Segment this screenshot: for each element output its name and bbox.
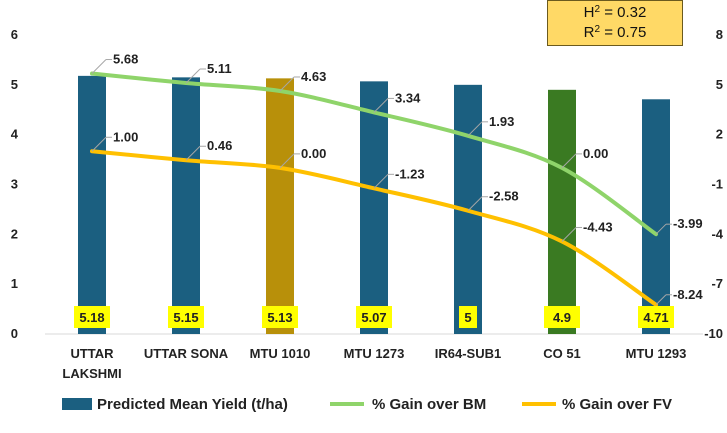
data-label-leader (655, 223, 667, 235)
fv-data-label: -8.24 (673, 287, 703, 302)
data-label-leader (279, 153, 295, 169)
data-label-leader (467, 196, 483, 212)
data-label-leader (561, 153, 577, 169)
y-left-tick-label: 6 (11, 27, 18, 42)
y-right-tick-label: 2 (716, 127, 723, 142)
bar-value-box (459, 306, 477, 328)
data-label-leader (373, 98, 389, 113)
bar-value-label: 5 (464, 310, 471, 325)
statistics-box: H2 = 0.32 R2 = 0.75 (547, 0, 683, 46)
fv-data-label: -4.43 (583, 219, 613, 234)
y-right-tick-label: -4 (711, 226, 723, 241)
legend-fv-label: % Gain over FV (562, 396, 672, 413)
x-category-label: CO 51 (543, 346, 581, 361)
yield-bar (360, 81, 388, 334)
data-label-leader (467, 121, 483, 137)
bar-value-label: 5.15 (173, 310, 198, 325)
r-squared-stat: R2 = 0.75 (583, 24, 647, 41)
data-label-leader (91, 136, 107, 152)
legend-bar-swatch (62, 398, 92, 410)
data-label-leader (279, 76, 295, 92)
bar-value-label: 4.71 (643, 310, 668, 325)
data-label-leader (91, 59, 107, 74)
x-category-label: LAKSHMI (62, 366, 121, 381)
x-category-label: UTTAR (70, 346, 114, 361)
data-label-leader (561, 227, 577, 242)
bm-data-label: 1.93 (489, 114, 514, 129)
y-left-tick-label: 4 (11, 127, 19, 142)
x-category-label: MTU 1010 (250, 346, 311, 361)
yield-bar (78, 75, 106, 334)
y-right-tick-label: -10 (704, 326, 723, 341)
bar-value-label: 5.07 (361, 310, 386, 325)
data-label-leader (185, 145, 201, 161)
y-right-tick-label: 8 (716, 27, 723, 42)
bar-value-box (356, 306, 392, 328)
legend-bar-label: Predicted Mean Yield (t/ha) (97, 396, 288, 413)
y-left-tick-label: 1 (11, 276, 18, 291)
bm-data-label: 5.11 (207, 61, 232, 76)
y-left-tick-label: 5 (11, 77, 18, 92)
bar-value-label: 5.18 (79, 310, 104, 325)
bm-data-label: 5.68 (113, 52, 138, 67)
fv-data-label: 1.00 (113, 129, 138, 144)
y-left-tick-label: 3 (11, 177, 18, 192)
yield-bar (172, 77, 200, 334)
x-category-label: IR64-SUB1 (435, 346, 501, 361)
fv-data-label: 0.46 (207, 138, 232, 153)
fv-data-label: -2.58 (489, 189, 519, 204)
bar-value-box (638, 306, 674, 328)
x-category-label: MTU 1293 (626, 346, 687, 361)
bar-value-label: 4.9 (553, 310, 571, 325)
y-right-tick-label: -7 (711, 276, 723, 291)
bar-value-box (262, 306, 298, 328)
bar-value-label: 5.13 (267, 310, 292, 325)
data-label-leader (655, 294, 667, 306)
yield-bar (266, 78, 294, 334)
y-right-tick-label: -1 (711, 177, 723, 192)
bm-data-label: -3.99 (673, 216, 703, 231)
bar-value-box (74, 306, 110, 328)
heritability-stat: H2 = 0.32 (583, 4, 647, 21)
bar-value-box (168, 306, 204, 328)
data-label-leader (373, 173, 389, 189)
fv-data-label: -1.23 (395, 166, 425, 181)
y-left-tick-label: 2 (11, 226, 18, 241)
bm-data-label: 4.63 (301, 69, 326, 84)
bar-value-box (544, 306, 580, 328)
bm-data-label: 3.34 (395, 90, 421, 105)
bm-data-label: 0.00 (583, 146, 608, 161)
fv-data-label: 0.00 (301, 146, 326, 161)
x-category-label: MTU 1273 (344, 346, 405, 361)
y-left-tick-label: 0 (11, 326, 18, 341)
yield-bar (548, 89, 576, 334)
data-label-leader (185, 68, 201, 84)
x-category-label: UTTAR SONA (144, 346, 229, 361)
y-right-tick-label: 5 (716, 77, 723, 92)
legend-bm-label: % Gain over BM (372, 396, 486, 413)
